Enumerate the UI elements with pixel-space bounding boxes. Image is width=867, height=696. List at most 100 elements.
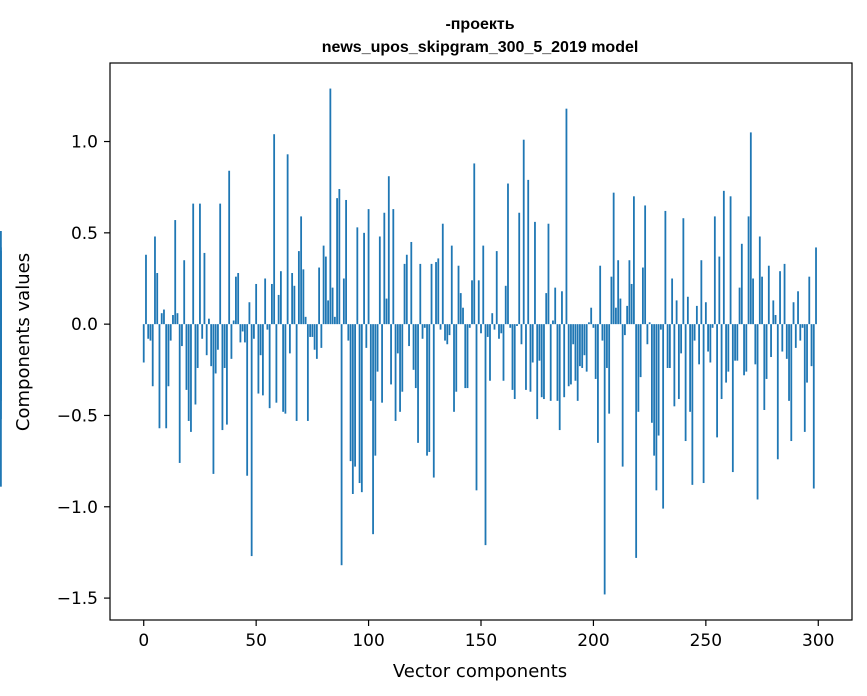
bar [190,324,192,432]
bar [286,154,289,325]
bar [383,212,386,325]
bar [270,283,273,325]
bar [747,216,750,325]
bar [417,324,419,443]
bar [772,300,775,325]
y-tick-label: 1.0 [71,133,98,153]
bar [464,324,467,389]
bar [446,324,449,345]
bar [767,265,770,325]
bar [594,324,597,379]
bar [686,296,689,325]
bar [531,324,534,363]
bar [306,324,309,421]
bar [284,324,287,414]
bar [554,287,557,325]
bar [304,316,307,325]
bar [529,324,532,392]
bar [266,324,269,330]
bar [160,313,163,325]
bar [221,324,224,431]
bar [511,324,514,390]
bar [662,324,665,509]
bar [641,267,644,325]
bar [507,183,509,325]
bar [356,227,359,325]
bar [763,324,766,410]
bar [419,263,422,325]
bar [390,324,392,385]
bar [351,324,354,494]
bar [208,318,210,325]
bar [783,263,786,325]
bar [246,324,249,476]
bar [462,307,464,325]
bar [673,324,676,407]
bar [333,316,336,325]
bar [387,176,390,325]
bar [149,324,152,341]
bar [648,322,651,325]
y-tick-label: 0.5 [71,224,98,244]
x-axis-ticks: 0 50 100 150 200 250 300 [138,620,834,651]
bar [365,324,368,348]
bar [264,278,267,325]
bar [801,324,804,328]
bar [297,251,300,325]
bar [556,324,559,401]
bar [698,324,700,365]
bar [808,276,811,325]
bar [327,300,329,325]
bar [527,179,530,325]
bar [338,189,341,325]
bar [241,324,244,332]
bar [680,324,683,354]
bar [624,324,626,336]
x-tick-label: 300 [802,631,834,651]
bar [183,260,186,325]
bar [538,324,541,361]
bar [414,324,417,389]
bar [181,324,183,347]
bar [0,251,2,325]
bar [709,324,712,363]
bar [639,324,642,378]
bar [320,324,323,348]
bar [621,324,624,467]
bar [396,324,399,354]
bar [428,324,431,452]
bar [392,209,395,325]
bar [655,324,658,491]
bar [432,324,435,478]
y-tick-label: −0.5 [57,406,98,426]
bar [799,324,802,341]
bar [147,324,150,339]
bar [731,324,734,473]
bar [583,324,586,356]
x-tick-label: 200 [577,631,609,651]
bar [228,170,231,325]
bar [695,305,698,325]
bar [450,245,453,325]
bar [520,324,523,345]
bars-group [0,88,817,595]
bar [504,285,507,325]
bar [232,320,235,325]
bar [273,134,276,325]
bar [347,324,350,341]
bar [172,315,174,325]
bar [756,324,759,500]
bar [806,324,808,383]
bar [725,324,727,383]
bar [288,324,291,354]
bar [235,276,237,325]
bar [340,324,343,566]
bar [765,324,768,379]
bar [403,263,406,325]
bar [423,324,426,328]
bar [722,190,725,325]
bar [376,324,379,372]
bar [619,298,622,325]
bar [399,324,401,412]
bar [752,278,754,325]
